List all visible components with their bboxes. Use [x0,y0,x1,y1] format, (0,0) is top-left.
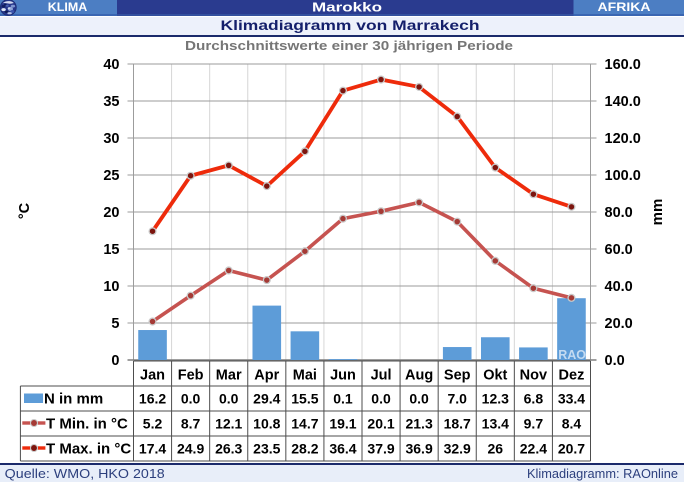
svg-text:mm: mm [649,199,666,226]
svg-text:20.1: 20.1 [367,416,394,432]
svg-text:0.0: 0.0 [605,353,625,369]
svg-text:24.9: 24.9 [177,441,204,457]
svg-text:Marokko: Marokko [312,0,382,15]
svg-text:9.7: 9.7 [524,416,544,432]
svg-text:Jun: Jun [330,368,356,384]
svg-text:80.0: 80.0 [605,205,633,221]
svg-text:32.9: 32.9 [444,441,471,457]
svg-text:N in mm: N in mm [44,391,103,408]
svg-text:13.4: 13.4 [482,416,509,432]
svg-text:T Max. in °C: T Max. in °C [46,441,131,458]
svg-text:15.5: 15.5 [291,391,318,407]
svg-text:12.3: 12.3 [482,391,509,407]
svg-text:7.0: 7.0 [447,391,467,407]
svg-text:°C: °C [17,202,33,219]
svg-text:17.4: 17.4 [139,441,166,457]
svg-text:Quelle: WMO, HKO 2018: Quelle: WMO, HKO 2018 [5,467,165,481]
svg-text:KLIMA: KLIMA [48,0,88,14]
svg-text:25: 25 [103,168,119,184]
svg-text:12.1: 12.1 [215,416,242,432]
svg-text:35: 35 [103,94,119,110]
svg-text:140.0: 140.0 [605,94,641,110]
svg-text:0.0: 0.0 [371,391,391,407]
svg-text:37.9: 37.9 [367,441,394,457]
svg-text:60.0: 60.0 [605,242,633,258]
svg-text:36.4: 36.4 [329,441,356,457]
svg-text:0.0: 0.0 [219,391,239,407]
svg-text:0.0: 0.0 [181,391,201,407]
svg-text:AFRIKA: AFRIKA [598,0,651,14]
svg-text:8.4: 8.4 [562,416,582,432]
svg-text:Okt: Okt [483,368,507,384]
svg-text:29.4: 29.4 [253,391,280,407]
svg-text:Nov: Nov [520,368,547,384]
svg-text:Feb: Feb [178,368,204,384]
svg-text:15: 15 [103,242,119,258]
svg-text:22.4: 22.4 [520,441,547,457]
svg-text:30: 30 [103,131,119,147]
svg-text:Klimadiagramm: RAOnline: Klimadiagramm: RAOnline [527,467,678,481]
svg-text:19.1: 19.1 [329,416,356,432]
svg-text:23.5: 23.5 [253,441,280,457]
svg-text:18.7: 18.7 [444,416,471,432]
svg-text:10.8: 10.8 [253,416,280,432]
svg-text:Mar: Mar [216,368,242,384]
svg-text:20.7: 20.7 [558,441,585,457]
svg-text:5: 5 [111,316,119,332]
svg-text:Durchschnittswerte einer 30 jä: Durchschnittswerte einer 30 jährigen Per… [185,39,513,53]
svg-text:0.1: 0.1 [333,391,353,407]
svg-text:26: 26 [488,441,504,457]
svg-text:Apr: Apr [254,368,279,384]
svg-text:RAO: RAO [558,348,586,362]
svg-text:33.4: 33.4 [558,391,585,407]
svg-text:120.0: 120.0 [605,131,641,147]
svg-text:T Min. in °C: T Min. in °C [46,416,128,433]
svg-text:0: 0 [111,353,119,369]
svg-text:100.0: 100.0 [605,168,641,184]
svg-text:Jul: Jul [371,368,392,384]
svg-text:160.0: 160.0 [605,57,641,73]
svg-text:Aug: Aug [405,368,433,384]
svg-text:Klimadiagramm von Marrakech: Klimadiagramm von Marrakech [221,17,480,33]
svg-text:Mai: Mai [293,368,317,384]
svg-text:20: 20 [103,205,119,221]
svg-text:14.7: 14.7 [291,416,318,432]
svg-text:Dez: Dez [559,368,585,384]
svg-text:26.3: 26.3 [215,441,242,457]
svg-text:0.0: 0.0 [409,391,429,407]
svg-text:6.8: 6.8 [524,391,544,407]
svg-text:8.7: 8.7 [181,416,201,432]
svg-text:20.0: 20.0 [605,316,633,332]
svg-text:10: 10 [103,279,119,295]
svg-text:16.2: 16.2 [139,391,166,407]
svg-text:Sep: Sep [444,368,471,384]
svg-text:40.0: 40.0 [605,279,633,295]
svg-text:Jan: Jan [140,368,165,384]
svg-text:28.2: 28.2 [291,441,318,457]
svg-text:40: 40 [103,57,119,73]
svg-text:36.9: 36.9 [405,441,432,457]
svg-text:5.2: 5.2 [143,416,163,432]
svg-text:21.3: 21.3 [405,416,432,432]
